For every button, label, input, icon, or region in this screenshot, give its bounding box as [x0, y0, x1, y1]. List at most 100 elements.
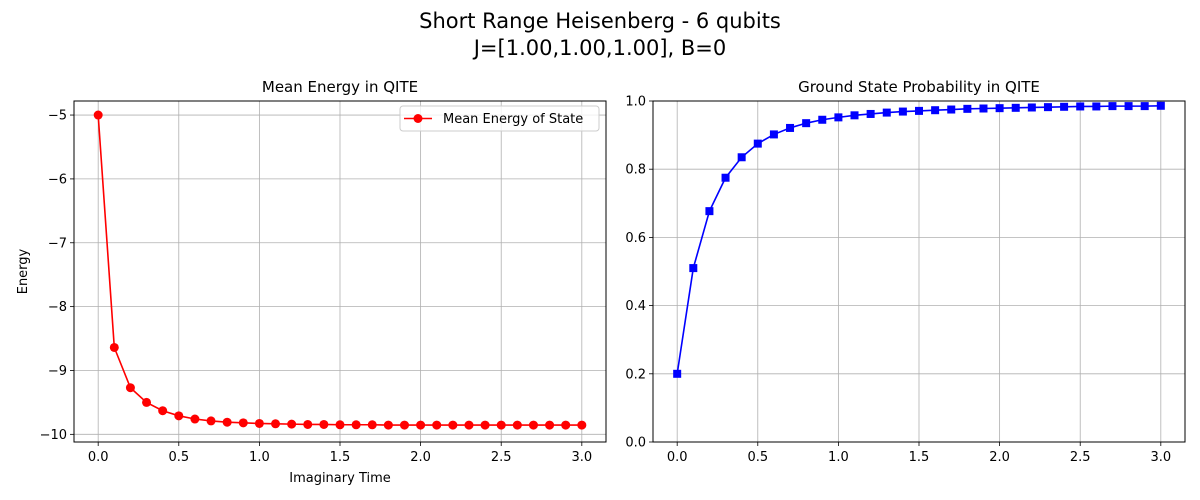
energy-data-point: [303, 419, 313, 429]
probability-ticks: 0.0 0.5 1.0 1.5 2.0 2.5 3.0 0.0 0.2 0.4 0.6 0.8 1.0: [625, 95, 1171, 466]
energy-data-point: [480, 420, 490, 430]
energy-y-axis-label: Energy: [16, 248, 31, 294]
energy-series: [93, 110, 587, 430]
energy-data-point: [561, 420, 571, 430]
energy-y-tick-label: −7: [48, 236, 67, 251]
probability-data-point: [1156, 101, 1165, 110]
probability-y-tick-label: 0.6: [625, 231, 646, 246]
probability-data-point: [1076, 102, 1085, 111]
energy-data-point: [222, 417, 232, 427]
energy-y-tick-label: −10: [40, 428, 67, 443]
legend-label: Mean Energy of State: [443, 112, 583, 127]
probability-data-point: [1011, 103, 1020, 112]
probability-data-point: [1108, 102, 1117, 111]
probability-data-point: [721, 173, 730, 182]
energy-x-tick-label: 0.0: [88, 450, 109, 465]
probability-y-tick-label: 0.4: [625, 299, 646, 314]
probability-data-point: [963, 104, 972, 113]
energy-x-tick-label: 2.5: [491, 450, 512, 465]
probability-series: [673, 101, 1165, 378]
energy-x-tick-label: 3.0: [571, 450, 592, 465]
energy-data-point: [464, 420, 474, 430]
energy-data-point: [528, 420, 538, 430]
energy-data-point: [496, 420, 506, 430]
probability-y-tick-label: 0.0: [625, 436, 646, 451]
energy-legend: Mean Energy of State: [399, 105, 600, 132]
legend-box: [399, 105, 600, 132]
energy-data-point: [238, 418, 248, 428]
energy-chart-title: Mean Energy in QITE: [262, 78, 418, 96]
figure-title-line-2: J=[1.00,1.00,1.00], B=0: [472, 36, 727, 60]
probability-data-point: [834, 113, 843, 122]
energy-data-point: [125, 383, 135, 393]
energy-data-point: [254, 418, 264, 428]
energy-data-point: [109, 342, 119, 352]
figure-title-line-1: Short Range Heisenberg - 6 qubits: [419, 9, 781, 33]
energy-data-point: [174, 411, 184, 421]
energy-x-tick-label: 1.0: [249, 450, 270, 465]
probability-data-point: [705, 207, 714, 216]
probability-data-point: [802, 119, 811, 128]
probability-data-point: [898, 107, 907, 116]
probability-data-point: [673, 369, 682, 378]
probability-data-point: [1027, 103, 1036, 112]
energy-x-tick-label: 2.0: [410, 450, 431, 465]
energy-ticks: 0.0 0.5 1.0 1.5 2.0 2.5 3.0 −5 −6 −7 −8 −9 −10: [40, 109, 593, 465]
probability-data-point: [689, 264, 698, 273]
probability-axes: 0.0 0.5 1.0 1.5 2.0 2.5 3.00.00.20.40.60.81.0 …: [625, 78, 1186, 466]
energy-y-tick-label: −8: [48, 300, 67, 315]
probability-data-point: [737, 153, 746, 162]
probability-x-tick-label: 2.5: [1070, 450, 1091, 465]
probability-x-tick-label: 3.0: [1150, 450, 1171, 465]
probability-x-tick-label: 0.5: [747, 450, 768, 465]
probability-data-point: [769, 130, 778, 139]
energy-data-point: [319, 419, 329, 429]
probability-y-tick-label: 0.2: [625, 367, 646, 382]
probability-x-tick-label: 1.0: [828, 450, 849, 465]
energy-data-point: [545, 420, 555, 430]
probability-data-point: [882, 108, 891, 117]
energy-data-point: [512, 420, 522, 430]
probability-data-point: [979, 104, 988, 113]
probability-y-tick-label: 1.0: [625, 95, 646, 110]
probability-x-tick-label: 0.0: [667, 450, 688, 465]
energy-y-tick-label: −6: [48, 172, 67, 187]
probability-data-point: [1060, 102, 1069, 111]
energy-data-point: [577, 420, 587, 430]
energy-grid: [74, 101, 606, 442]
energy-data-point: [287, 419, 297, 429]
probability-data-point: [1124, 102, 1133, 111]
probability-x-tick-label: 1.5: [909, 450, 930, 465]
probability-data-point: [915, 106, 923, 115]
energy-data-point: [367, 420, 377, 430]
energy-data-point: [190, 414, 200, 424]
energy-data-point: [383, 420, 393, 430]
energy-data-point: [351, 420, 361, 430]
energy-x-tick-label: 0.5: [168, 450, 189, 465]
probability-chart-title: Ground State Probability in QITE: [798, 78, 1040, 96]
energy-axes: 0.0 0.5 1.0 1.5 2.0 2.5 3.0 −5 −6 −7 −8 −9 −10 Mean …: [16, 78, 607, 486]
energy-data-point: [142, 397, 152, 407]
probability-x-tick-label: 2.0: [989, 450, 1010, 465]
energy-x-axis-label: Imaginary Time: [289, 471, 391, 486]
probability-data-point: [753, 139, 762, 148]
probability-data-point: [1043, 103, 1052, 112]
probability-y-tick-label: 0.8: [625, 163, 646, 178]
probability-data-point: [947, 105, 956, 114]
energy-y-tick-label: −5: [48, 109, 67, 124]
energy-data-point: [93, 110, 103, 120]
probability-data-point: [1092, 102, 1101, 111]
probability-data-point: [931, 106, 940, 115]
energy-data-point: [448, 420, 458, 430]
legend-marker-sample: [413, 114, 423, 123]
probability-data-point: [1140, 102, 1149, 111]
energy-data-point: [432, 420, 442, 430]
energy-data-point: [416, 420, 426, 430]
probability-data-point: [866, 109, 875, 118]
energy-y-tick-label: −9: [48, 364, 67, 379]
probability-data-point: [995, 104, 1004, 113]
probability-data-point: [818, 115, 827, 124]
energy-data-point: [206, 416, 216, 426]
